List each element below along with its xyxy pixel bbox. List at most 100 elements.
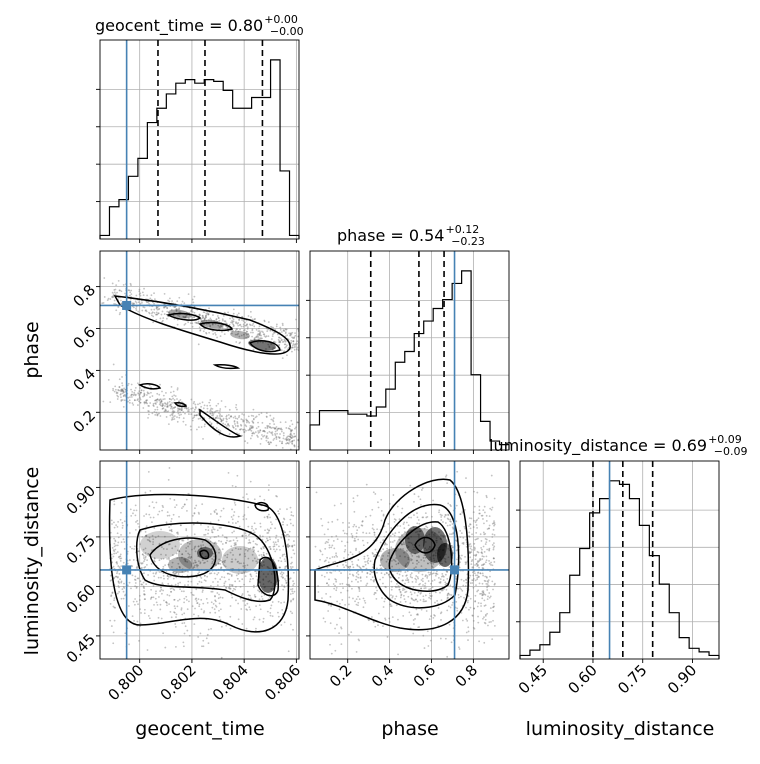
sample-point: [163, 306, 166, 309]
sample-point: [336, 600, 339, 603]
sample-point: [348, 583, 350, 586]
sample-point: [428, 618, 431, 621]
sample-point: [232, 554, 234, 556]
sample-point: [171, 554, 174, 556]
sample-point: [195, 414, 198, 417]
sample-point: [287, 546, 290, 549]
sample-point: [231, 560, 234, 563]
sample-point: [141, 291, 144, 294]
sample-point: [252, 408, 255, 411]
sample-point: [170, 308, 173, 311]
sample-point: [459, 556, 462, 559]
sample-point: [266, 532, 269, 534]
contour-line: [165, 312, 202, 321]
sample-point: [131, 302, 134, 305]
sample-point: [133, 399, 136, 402]
sample-point: [190, 413, 193, 416]
sample-point: [130, 514, 133, 517]
sample-point: [225, 587, 228, 589]
sample-point: [235, 599, 237, 602]
sample-point: [257, 560, 260, 563]
sample-point: [214, 595, 216, 598]
sample-point: [492, 528, 495, 531]
sample-point: [173, 410, 176, 413]
sample-point: [416, 512, 418, 515]
sample-point: [485, 494, 488, 497]
sample-point: [382, 539, 385, 541]
sample-point: [390, 594, 392, 597]
sample-point: [263, 498, 266, 501]
sample-point: [213, 320, 216, 322]
sample-point: [230, 574, 233, 576]
sample-point: [252, 421, 254, 424]
sample-point: [168, 526, 171, 529]
sample-point: [296, 343, 298, 345]
sample-point: [161, 407, 164, 410]
sample-point: [139, 543, 141, 546]
sample-point: [481, 567, 484, 569]
sample-point: [465, 593, 467, 596]
sample-point: [399, 596, 402, 599]
sample-point: [166, 604, 168, 607]
sample-point: [357, 559, 360, 561]
sample-point: [241, 593, 244, 595]
sample-point: [279, 328, 282, 331]
sample-point: [280, 331, 283, 333]
sample-point: [195, 561, 197, 564]
sample-point: [173, 306, 176, 309]
sample-point: [248, 533, 251, 535]
sample-point: [202, 602, 205, 605]
sample-point: [173, 418, 176, 420]
sample-point: [376, 528, 379, 531]
sample-point: [266, 610, 269, 613]
sample-point: [391, 586, 393, 588]
sample-point: [251, 432, 254, 435]
sample-point: [161, 310, 164, 313]
sample-point: [331, 556, 334, 558]
sample-point: [147, 552, 149, 555]
sample-point: [280, 430, 283, 433]
sample-point: [117, 520, 120, 523]
sample-point: [267, 529, 270, 532]
sample-point: [269, 614, 272, 617]
tick-label-x: 0.806: [261, 661, 304, 704]
sample-point: [478, 559, 481, 562]
sample-point: [465, 538, 467, 541]
sample-point: [233, 419, 236, 422]
sample-point: [389, 605, 392, 607]
sample-point: [204, 528, 207, 531]
sample-point: [285, 581, 288, 584]
sample-point: [161, 319, 164, 322]
sample-point: [391, 559, 393, 562]
sample-point: [247, 506, 250, 509]
sample-point: [426, 630, 429, 633]
sample-point: [120, 400, 123, 402]
sample-point: [161, 504, 164, 507]
sample-point: [473, 627, 476, 630]
sample-point: [134, 598, 136, 600]
sample-point: [480, 602, 482, 605]
sample-point: [437, 576, 440, 579]
sample-point: [114, 288, 117, 291]
sample-point: [200, 577, 203, 579]
sample-point: [459, 529, 462, 532]
sample-point: [370, 578, 372, 581]
sample-point: [472, 626, 475, 629]
sample-point: [472, 574, 475, 577]
sample-point: [340, 572, 342, 575]
sample-point: [175, 613, 178, 616]
sample-point: [258, 554, 261, 557]
sample-point: [413, 493, 416, 495]
sample-point: [475, 584, 477, 586]
sample-point: [415, 559, 418, 562]
sample-point: [215, 410, 218, 412]
sample-point: [193, 414, 196, 417]
sample-point: [371, 566, 374, 569]
sample-point: [244, 564, 246, 567]
sample-point: [210, 572, 213, 575]
sample-point: [481, 594, 484, 597]
sample-point: [411, 562, 414, 565]
sample-point: [200, 405, 203, 408]
sample-point: [248, 421, 251, 424]
